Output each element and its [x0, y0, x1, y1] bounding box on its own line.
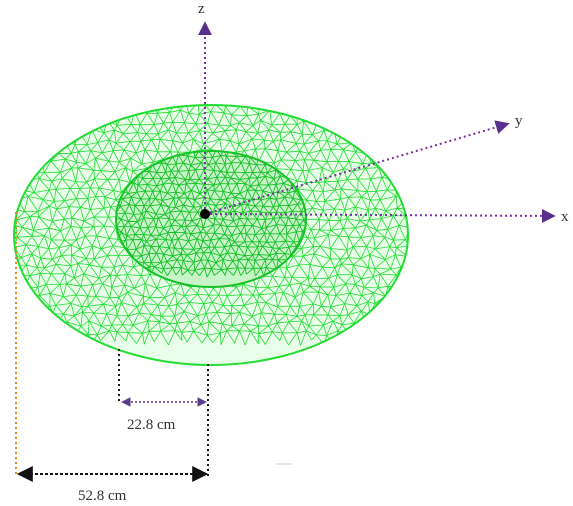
x-axis-line [204, 208, 556, 223]
coordinate-axes: z y x [198, 1, 569, 225]
y-axis-label: y [515, 113, 523, 129]
inner-dimension-label: 22.8 cm [127, 417, 176, 433]
x-axis-label: x [561, 209, 569, 225]
z-axis-label: z [198, 1, 205, 17]
origin-point [200, 209, 210, 219]
dimension-annotations: 22.8 cm 52.8 cm [15, 212, 292, 504]
outer-dimension-label: 52.8 cm [78, 488, 127, 504]
